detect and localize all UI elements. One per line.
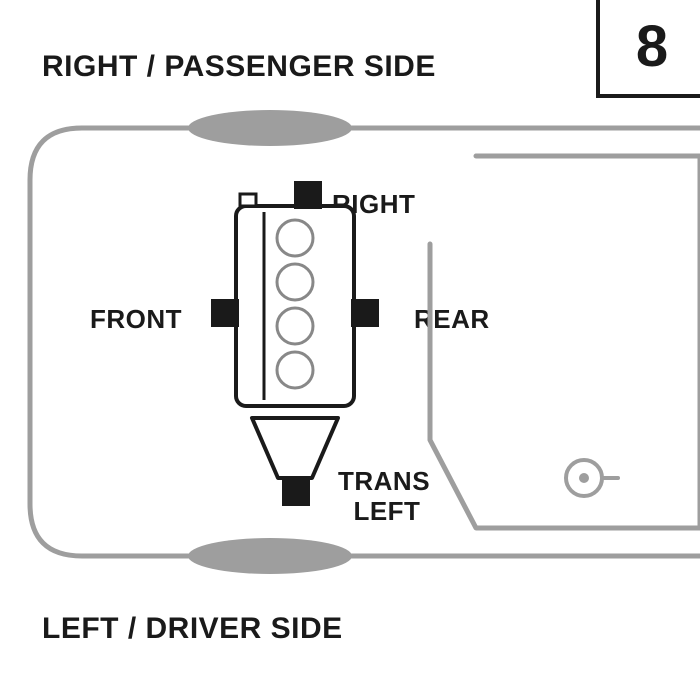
mount-rear xyxy=(351,299,379,327)
diagram-svg xyxy=(0,0,700,700)
wheel-bottom xyxy=(188,538,352,574)
wheel-top xyxy=(188,110,352,146)
transmission-housing xyxy=(252,418,338,478)
fuel-cap-dot xyxy=(579,473,589,483)
mount-front xyxy=(211,299,239,327)
engine-block xyxy=(236,206,354,406)
engine-cap xyxy=(240,194,256,206)
mount-right xyxy=(294,181,322,209)
car-body-outline xyxy=(30,128,700,556)
mount-trans xyxy=(282,478,310,506)
diagram-stage: 8 RIGHT / PASSENGER SIDE LEFT / DRIVER S… xyxy=(0,0,700,700)
